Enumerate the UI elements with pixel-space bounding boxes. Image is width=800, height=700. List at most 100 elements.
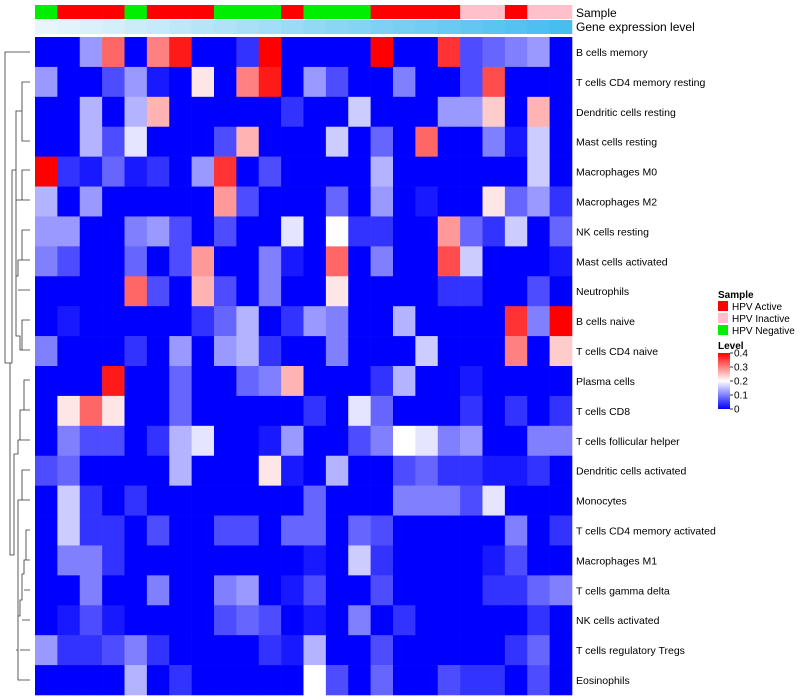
heatmap-cell xyxy=(482,485,506,516)
heatmap-cell xyxy=(191,186,215,217)
heatmap-cell xyxy=(102,515,125,546)
row-label: T cells CD4 naive xyxy=(576,346,658,358)
heatmap-cell xyxy=(214,186,237,217)
heatmap-cell xyxy=(460,37,483,68)
heatmap-cell xyxy=(370,37,394,68)
heatmap-cell xyxy=(415,605,439,636)
heatmap-cell xyxy=(415,96,439,128)
heatmap-cell xyxy=(281,395,304,427)
heatmap-cell xyxy=(281,246,304,277)
sample-track-cell xyxy=(504,5,528,19)
heatmap-cell xyxy=(348,37,371,68)
heatmap-cell xyxy=(236,545,260,576)
sample-track-cell xyxy=(57,5,81,19)
sample-track-cell xyxy=(35,5,58,19)
heatmap-cell xyxy=(504,635,528,666)
heatmap-cell xyxy=(191,575,215,606)
heatmap-cell xyxy=(527,246,550,277)
heatmap-cell xyxy=(303,126,327,157)
heatmap-cell xyxy=(370,246,394,277)
expression-track-cell xyxy=(437,20,461,34)
heatmap-cell xyxy=(527,605,550,636)
expression-track-cell xyxy=(460,20,483,34)
heatmap-cell xyxy=(169,216,192,247)
heatmap-cell xyxy=(370,276,394,307)
heatmap-cell xyxy=(281,515,304,546)
heatmap-cell xyxy=(348,246,371,277)
row-label: Plasma cells xyxy=(576,376,635,388)
heatmap-cell xyxy=(393,575,416,606)
legend-sample-swatch xyxy=(718,325,728,335)
expression-track-cell xyxy=(146,20,170,34)
sample-track-cell xyxy=(303,5,327,19)
heatmap-cell xyxy=(482,126,506,157)
heatmap-cell xyxy=(281,545,304,576)
heatmap-cell xyxy=(236,96,260,128)
row-label: NK cells resting xyxy=(576,226,649,238)
heatmap-cell xyxy=(482,186,506,217)
heatmap-cell xyxy=(437,306,461,337)
heatmap-cell xyxy=(258,126,282,157)
heatmap-cell xyxy=(482,545,506,576)
sample-track-cell xyxy=(482,5,506,19)
heatmap-cell xyxy=(393,395,416,427)
heatmap-cell xyxy=(348,665,371,696)
heatmap-cell xyxy=(393,126,416,157)
row-label: Eosinophils xyxy=(576,675,630,687)
heatmap-cell xyxy=(527,306,550,337)
heatmap-cell xyxy=(415,126,439,157)
heatmap-cell xyxy=(214,66,237,98)
heatmap-cell xyxy=(527,395,550,427)
heatmap-cell xyxy=(35,246,58,277)
heatmap-cell xyxy=(303,515,327,546)
heatmap-cell xyxy=(549,216,573,247)
heatmap-cell xyxy=(549,66,573,98)
heatmap-cell xyxy=(258,186,282,217)
heatmap-cell xyxy=(79,126,103,157)
heatmap-cell xyxy=(258,575,282,606)
heatmap-cell xyxy=(482,276,506,307)
heatmap-cell xyxy=(303,306,327,337)
heatmap-cell xyxy=(124,186,148,217)
heatmap-cell xyxy=(57,126,81,157)
row-labels: B cells memory T cells CD4 memory resting… xyxy=(576,47,716,687)
heatmap-cell xyxy=(191,545,215,576)
heatmap-cell xyxy=(236,186,260,217)
heatmap-cell xyxy=(57,455,81,486)
heatmap-cell xyxy=(57,246,81,277)
heatmap-cell xyxy=(214,485,237,516)
heatmap-cell xyxy=(79,395,103,427)
heatmap-cell xyxy=(370,96,394,128)
heatmap-cell xyxy=(281,96,304,128)
heatmap-cell xyxy=(303,336,327,367)
heatmap-cell xyxy=(437,336,461,367)
heatmap-cell xyxy=(57,186,81,217)
heatmap-cell xyxy=(460,186,483,217)
sample-track-cell xyxy=(169,5,192,19)
heatmap-cell xyxy=(325,635,349,666)
heatmap-cell xyxy=(549,605,573,636)
heatmap-cell xyxy=(79,37,103,68)
heatmap-cell xyxy=(527,515,550,546)
heatmap-cell xyxy=(549,156,573,187)
heatmap-cell xyxy=(236,37,260,68)
heatmap-cell xyxy=(325,306,349,337)
heatmap-cell xyxy=(348,126,371,157)
heatmap-cell xyxy=(35,366,58,397)
heatmap-cell xyxy=(35,276,58,307)
heatmap-cell xyxy=(79,366,103,397)
row-label: Macrophages M2 xyxy=(576,197,657,209)
heatmap-cell xyxy=(482,216,506,247)
heatmap-cell xyxy=(258,395,282,427)
heatmap-cell xyxy=(303,425,327,457)
heatmap-cell xyxy=(527,66,550,98)
heatmap-cell xyxy=(303,96,327,128)
heatmap-cell xyxy=(504,216,528,247)
heatmap-cell xyxy=(504,605,528,636)
heatmap-cell xyxy=(393,37,416,68)
heatmap-cell xyxy=(258,276,282,307)
heatmap-cell xyxy=(437,605,461,636)
heatmap-cell xyxy=(146,395,170,427)
heatmap-cell xyxy=(504,515,528,546)
